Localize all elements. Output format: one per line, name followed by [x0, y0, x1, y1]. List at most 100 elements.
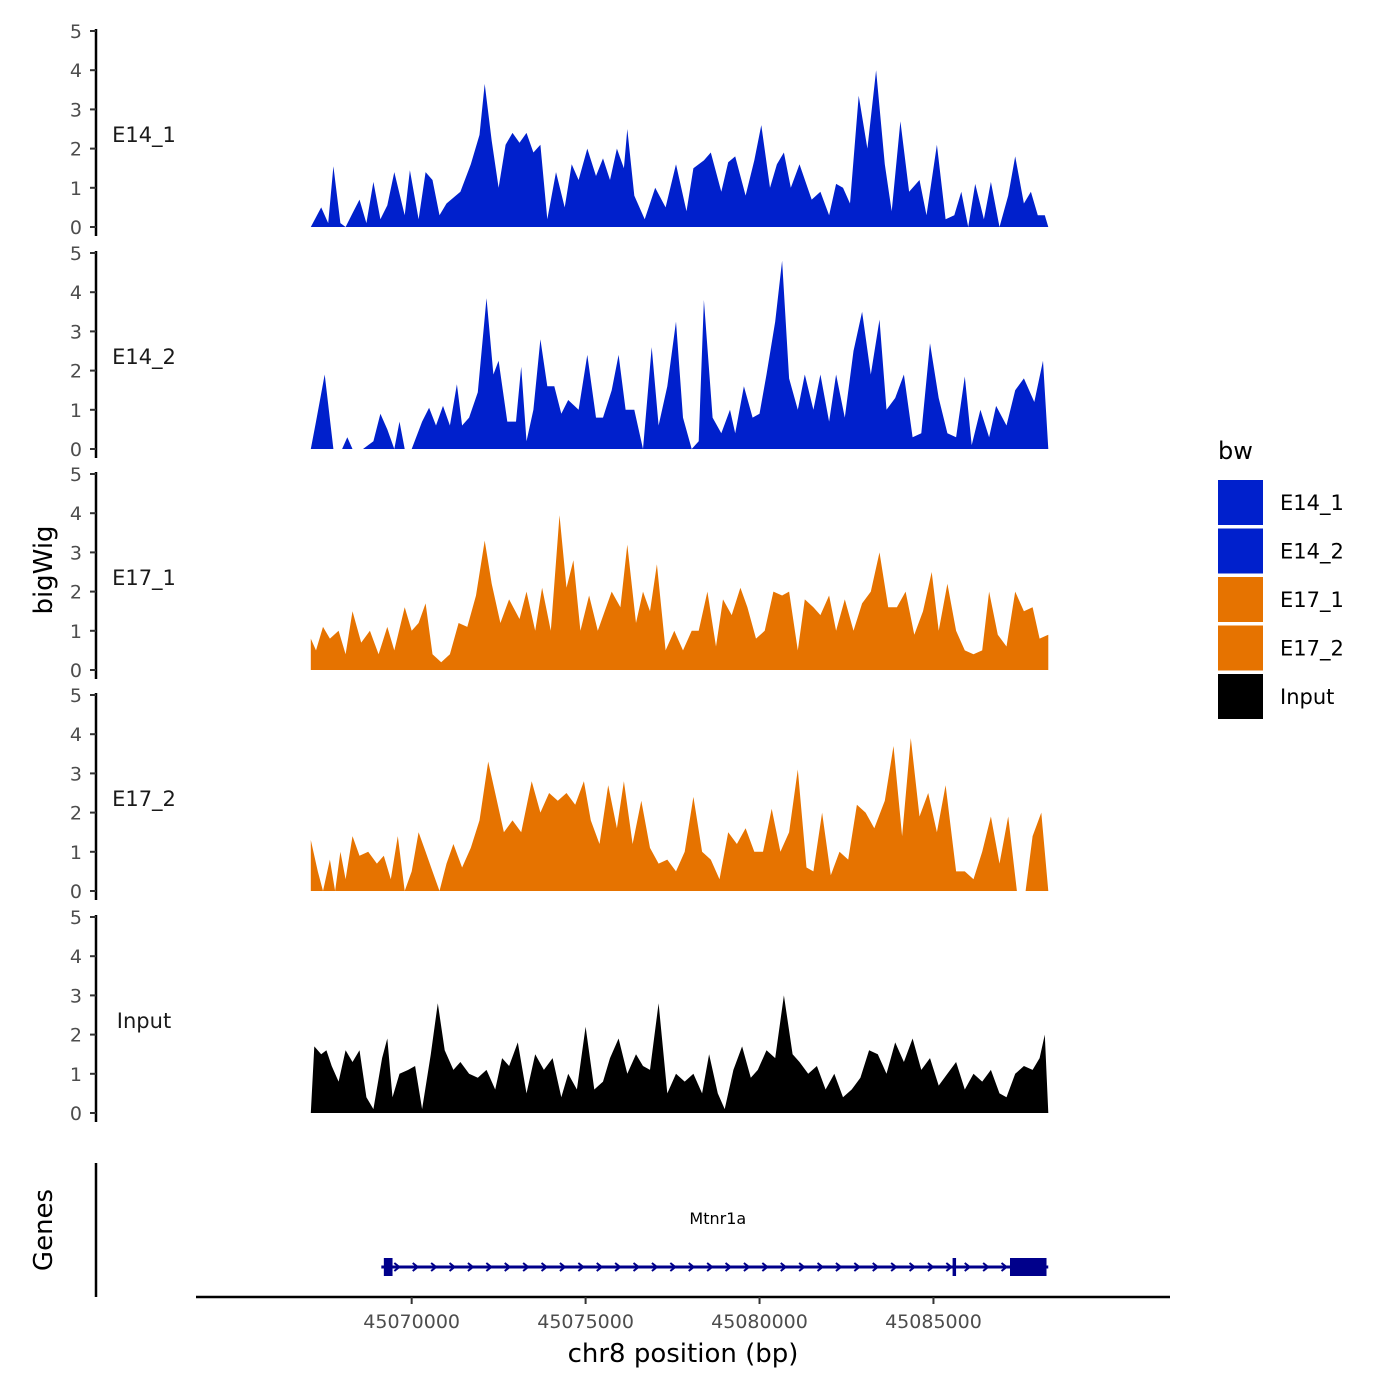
- strand-arrow: [669, 1262, 677, 1272]
- strand-arrow: [651, 1262, 659, 1272]
- track-e14-1: 0 1 2 3 4 5 E14_1: [70, 21, 1049, 239]
- signal-area-e17-2: [310, 738, 1049, 891]
- y-tick-label: 3: [70, 321, 82, 343]
- legend-label: E17_1: [1280, 588, 1344, 613]
- strand-arrow: [743, 1262, 751, 1272]
- track-e17-2: 0 1 2 3 4 5 E17_2: [70, 685, 1049, 903]
- y-tick-label: 2: [70, 582, 82, 604]
- gene-label: Mtnr1a: [689, 1209, 746, 1228]
- track-e17-1: 0 1 2 3 4 5 E17_1: [70, 464, 1049, 682]
- gene-panel: Genes Mtnr1a: [29, 1163, 1049, 1297]
- y-tick-label: 1: [70, 842, 82, 864]
- y-tick-label: 5: [70, 907, 82, 929]
- strand-arrow: [927, 1262, 935, 1272]
- strand-arrow: [908, 1262, 917, 1272]
- strand-arrow: [816, 1262, 825, 1272]
- legend: bw E14_1 E14_2 E17_1 E17_2 Input: [1218, 437, 1344, 719]
- y-tick-label: 3: [70, 542, 82, 564]
- strand-arrow: [614, 1262, 622, 1272]
- track-label: E17_1: [112, 566, 176, 591]
- track-e14-2: 0 1 2 3 4 5 E14_2: [70, 243, 1049, 461]
- strand-arrow: [412, 1262, 420, 1272]
- y-tick-label: 2: [70, 139, 82, 161]
- legend-swatch: [1218, 528, 1263, 574]
- signal-area-e14-2: [310, 260, 1049, 449]
- legend-label: E17_2: [1280, 637, 1344, 662]
- strand-arrow: [540, 1262, 549, 1272]
- track-label: E17_2: [112, 787, 176, 812]
- track-label: E14_2: [112, 345, 176, 370]
- y-tick-label: 1: [70, 178, 82, 200]
- y-tick-label: 5: [70, 243, 82, 265]
- strand-arrow: [872, 1262, 880, 1272]
- y-axis-title: bigWig: [29, 525, 59, 614]
- strand-arrow: [798, 1262, 806, 1272]
- track-input: 0 1 2 3 4 5 Input: [70, 907, 1049, 1125]
- legend-label: E14_2: [1280, 540, 1344, 565]
- gene-exon: [383, 1258, 393, 1276]
- strand-arrow: [890, 1262, 898, 1272]
- signal-area-e14-1: [310, 70, 1049, 227]
- legend-swatch: [1218, 480, 1263, 525]
- signal-tracks: 0 1 2 3 4 5 E14_1 0 1 2 3 4 5 E14_2 0 1 2 3 4 5 E17_1 0 1 2 3 4 5 E…: [70, 21, 1049, 1125]
- strand-arrow: [522, 1262, 530, 1272]
- y-tick-label: 4: [70, 503, 82, 525]
- y-tick-label: 1: [70, 621, 82, 643]
- strand-arrow: [964, 1262, 972, 1272]
- strand-arrow: [724, 1262, 733, 1272]
- legend-swatch: [1218, 674, 1263, 719]
- x-axis: 45070000 45075000 45080000 45085000: [196, 1295, 1170, 1333]
- y-tick-label: 0: [70, 1103, 82, 1125]
- strand-arrow: [504, 1262, 512, 1272]
- y-tick-label: 2: [70, 1025, 82, 1047]
- strand-arrow: [448, 1262, 457, 1272]
- strand-arrow: [835, 1262, 843, 1272]
- strand-arrow: [577, 1262, 585, 1272]
- legend-swatch: [1218, 625, 1263, 671]
- genes-axis-title: Genes: [29, 1189, 59, 1271]
- track-label: Input: [117, 1009, 171, 1033]
- strand-arrow: [596, 1262, 604, 1272]
- y-tick-label: 1: [70, 1064, 82, 1086]
- y-tick-label: 0: [70, 881, 82, 903]
- y-tick-label: 5: [70, 685, 82, 707]
- y-tick-label: 3: [70, 985, 82, 1007]
- y-tick-label: 4: [70, 946, 82, 968]
- legend-swatch: [1218, 577, 1263, 622]
- strand-arrow: [632, 1262, 641, 1272]
- y-tick-label: 4: [70, 724, 82, 746]
- y-tick-label: 1: [70, 400, 82, 422]
- gene-exon: [1009, 1258, 1047, 1276]
- y-tick-label: 0: [70, 439, 82, 461]
- x-tick-label: 45080000: [711, 1311, 808, 1333]
- strand-arrow: [430, 1262, 438, 1272]
- strand-arrow: [1000, 1262, 1009, 1272]
- y-tick-label: 3: [70, 763, 82, 785]
- y-tick-label: 2: [70, 803, 82, 825]
- x-tick-label: 45075000: [537, 1311, 634, 1333]
- signal-area-input: [310, 995, 1049, 1113]
- signal-area-e17-1: [310, 515, 1049, 670]
- legend-label: E14_1: [1280, 491, 1344, 516]
- x-tick-label: 45070000: [363, 1311, 460, 1333]
- gene-exon: [952, 1258, 957, 1276]
- y-tick-label: 0: [70, 660, 82, 682]
- strand-arrow: [853, 1262, 861, 1272]
- strand-arrow: [467, 1262, 475, 1272]
- strand-arrow: [945, 1262, 953, 1272]
- x-axis-title: chr8 position (bp): [568, 1339, 799, 1369]
- strand-arrow: [688, 1262, 696, 1272]
- strand-arrow: [559, 1262, 567, 1272]
- legend-label: Input: [1280, 685, 1334, 709]
- strand-arrow: [761, 1262, 769, 1272]
- strand-arrow: [780, 1262, 788, 1272]
- strand-arrow: [982, 1262, 990, 1272]
- strand-arrow: [393, 1262, 401, 1272]
- legend-title: bw: [1218, 437, 1253, 465]
- y-tick-label: 5: [70, 21, 82, 43]
- y-tick-label: 5: [70, 464, 82, 486]
- x-tick-label: 45085000: [885, 1311, 982, 1333]
- y-tick-label: 4: [70, 60, 82, 82]
- y-tick-label: 3: [70, 99, 82, 121]
